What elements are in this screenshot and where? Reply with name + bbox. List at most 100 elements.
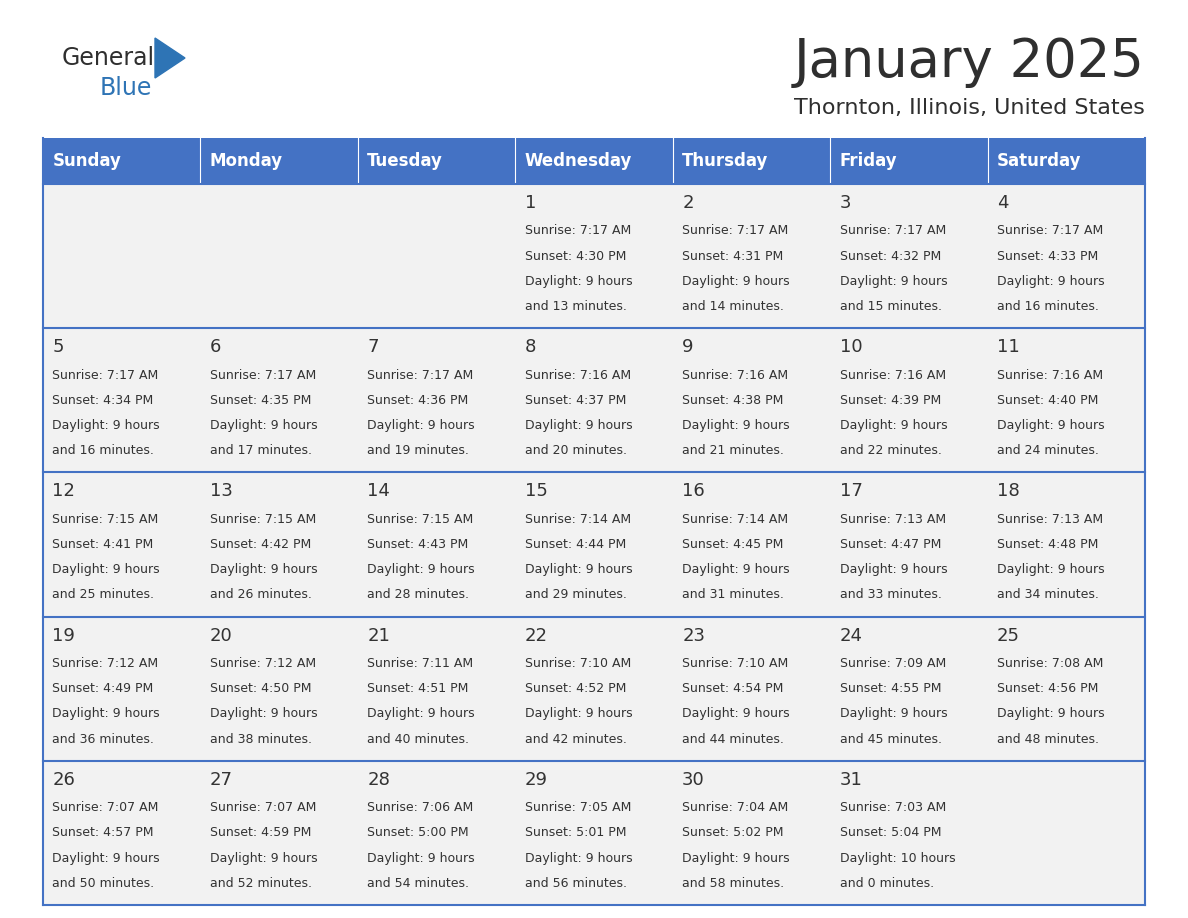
- Bar: [516, 761, 672, 905]
- Text: Sunrise: 7:08 AM: Sunrise: 7:08 AM: [997, 657, 1104, 670]
- Text: Daylight: 9 hours: Daylight: 9 hours: [682, 708, 790, 721]
- Text: Daylight: 9 hours: Daylight: 9 hours: [682, 564, 790, 577]
- Text: Daylight: 10 hours: Daylight: 10 hours: [840, 852, 955, 865]
- Text: and 40 minutes.: and 40 minutes.: [367, 733, 469, 745]
- Text: Sunset: 4:41 PM: Sunset: 4:41 PM: [52, 538, 153, 551]
- Bar: [672, 329, 830, 473]
- Text: Daylight: 9 hours: Daylight: 9 hours: [525, 274, 632, 288]
- Bar: [830, 617, 987, 761]
- Text: and 15 minutes.: and 15 minutes.: [840, 300, 942, 313]
- Text: and 48 minutes.: and 48 minutes.: [997, 733, 1099, 745]
- Text: 18: 18: [997, 483, 1019, 500]
- Text: Wednesday: Wednesday: [525, 152, 632, 170]
- Text: Sunset: 4:49 PM: Sunset: 4:49 PM: [52, 682, 153, 695]
- Text: and 19 minutes.: and 19 minutes.: [367, 444, 469, 457]
- Text: and 26 minutes.: and 26 minutes.: [210, 588, 311, 601]
- Text: Thornton, Illinois, United States: Thornton, Illinois, United States: [794, 98, 1145, 118]
- Bar: [672, 617, 830, 761]
- Text: Sunset: 4:37 PM: Sunset: 4:37 PM: [525, 394, 626, 407]
- Text: 11: 11: [997, 339, 1019, 356]
- Bar: [516, 184, 672, 329]
- Text: 29: 29: [525, 771, 548, 789]
- Text: Daylight: 9 hours: Daylight: 9 hours: [997, 564, 1105, 577]
- Bar: [830, 138, 987, 184]
- Text: Daylight: 9 hours: Daylight: 9 hours: [682, 274, 790, 288]
- Text: Daylight: 9 hours: Daylight: 9 hours: [525, 419, 632, 432]
- Text: and 29 minutes.: and 29 minutes.: [525, 588, 626, 601]
- Bar: [358, 617, 516, 761]
- Text: 7: 7: [367, 339, 379, 356]
- Text: 17: 17: [840, 483, 862, 500]
- Text: Sunset: 4:38 PM: Sunset: 4:38 PM: [682, 394, 784, 407]
- Text: Sunset: 5:01 PM: Sunset: 5:01 PM: [525, 826, 626, 839]
- Text: Daylight: 9 hours: Daylight: 9 hours: [52, 564, 160, 577]
- Text: 13: 13: [210, 483, 233, 500]
- Text: 30: 30: [682, 771, 704, 789]
- Text: Monday: Monday: [210, 152, 283, 170]
- Bar: [987, 473, 1145, 617]
- Text: Daylight: 9 hours: Daylight: 9 hours: [997, 419, 1105, 432]
- Text: Daylight: 9 hours: Daylight: 9 hours: [525, 852, 632, 865]
- Text: Daylight: 9 hours: Daylight: 9 hours: [682, 852, 790, 865]
- Text: Sunset: 4:42 PM: Sunset: 4:42 PM: [210, 538, 311, 551]
- Text: Sunrise: 7:14 AM: Sunrise: 7:14 AM: [682, 513, 789, 526]
- Bar: [201, 473, 358, 617]
- Text: and 34 minutes.: and 34 minutes.: [997, 588, 1099, 601]
- Bar: [672, 138, 830, 184]
- Text: Daylight: 9 hours: Daylight: 9 hours: [840, 419, 947, 432]
- Text: Daylight: 9 hours: Daylight: 9 hours: [367, 564, 475, 577]
- Text: Daylight: 9 hours: Daylight: 9 hours: [525, 564, 632, 577]
- Bar: [201, 329, 358, 473]
- Bar: [201, 617, 358, 761]
- Text: Sunset: 4:34 PM: Sunset: 4:34 PM: [52, 394, 153, 407]
- Text: Sunrise: 7:15 AM: Sunrise: 7:15 AM: [210, 513, 316, 526]
- Text: and 42 minutes.: and 42 minutes.: [525, 733, 626, 745]
- Text: Sunset: 5:02 PM: Sunset: 5:02 PM: [682, 826, 784, 839]
- Text: 24: 24: [840, 627, 862, 644]
- Text: Sunset: 4:48 PM: Sunset: 4:48 PM: [997, 538, 1099, 551]
- Text: Sunrise: 7:13 AM: Sunrise: 7:13 AM: [840, 513, 946, 526]
- Text: Daylight: 9 hours: Daylight: 9 hours: [997, 708, 1105, 721]
- Text: 21: 21: [367, 627, 390, 644]
- Text: Sunrise: 7:16 AM: Sunrise: 7:16 AM: [525, 368, 631, 382]
- Text: Sunset: 4:43 PM: Sunset: 4:43 PM: [367, 538, 468, 551]
- Text: Daylight: 9 hours: Daylight: 9 hours: [682, 419, 790, 432]
- Text: Sunset: 4:35 PM: Sunset: 4:35 PM: [210, 394, 311, 407]
- Text: Sunset: 4:55 PM: Sunset: 4:55 PM: [840, 682, 941, 695]
- Text: and 21 minutes.: and 21 minutes.: [682, 444, 784, 457]
- Text: 15: 15: [525, 483, 548, 500]
- Text: Daylight: 9 hours: Daylight: 9 hours: [997, 274, 1105, 288]
- Text: Daylight: 9 hours: Daylight: 9 hours: [840, 274, 947, 288]
- Bar: [43, 184, 201, 329]
- Bar: [830, 473, 987, 617]
- Text: and 20 minutes.: and 20 minutes.: [525, 444, 627, 457]
- Text: 1: 1: [525, 194, 536, 212]
- Bar: [358, 761, 516, 905]
- Text: Sunset: 4:33 PM: Sunset: 4:33 PM: [997, 250, 1098, 263]
- Text: Sunset: 4:36 PM: Sunset: 4:36 PM: [367, 394, 468, 407]
- Bar: [830, 329, 987, 473]
- Text: and 58 minutes.: and 58 minutes.: [682, 877, 784, 890]
- Bar: [43, 761, 201, 905]
- Text: 8: 8: [525, 339, 536, 356]
- Bar: [987, 138, 1145, 184]
- Text: 25: 25: [997, 627, 1020, 644]
- Text: Sunrise: 7:17 AM: Sunrise: 7:17 AM: [840, 224, 946, 238]
- Text: 9: 9: [682, 339, 694, 356]
- Text: 16: 16: [682, 483, 704, 500]
- Text: 5: 5: [52, 339, 64, 356]
- Text: and 45 minutes.: and 45 minutes.: [840, 733, 942, 745]
- Bar: [43, 138, 201, 184]
- Text: and 54 minutes.: and 54 minutes.: [367, 877, 469, 890]
- Text: 31: 31: [840, 771, 862, 789]
- Text: 26: 26: [52, 771, 75, 789]
- Text: Daylight: 9 hours: Daylight: 9 hours: [52, 852, 160, 865]
- Text: Sunset: 4:40 PM: Sunset: 4:40 PM: [997, 394, 1099, 407]
- Text: Sunrise: 7:05 AM: Sunrise: 7:05 AM: [525, 801, 631, 814]
- Text: Sunrise: 7:17 AM: Sunrise: 7:17 AM: [52, 368, 159, 382]
- Text: Sunset: 4:52 PM: Sunset: 4:52 PM: [525, 682, 626, 695]
- Text: and 33 minutes.: and 33 minutes.: [840, 588, 941, 601]
- Text: 14: 14: [367, 483, 390, 500]
- Text: and 0 minutes.: and 0 minutes.: [840, 877, 934, 890]
- Text: Sunrise: 7:16 AM: Sunrise: 7:16 AM: [840, 368, 946, 382]
